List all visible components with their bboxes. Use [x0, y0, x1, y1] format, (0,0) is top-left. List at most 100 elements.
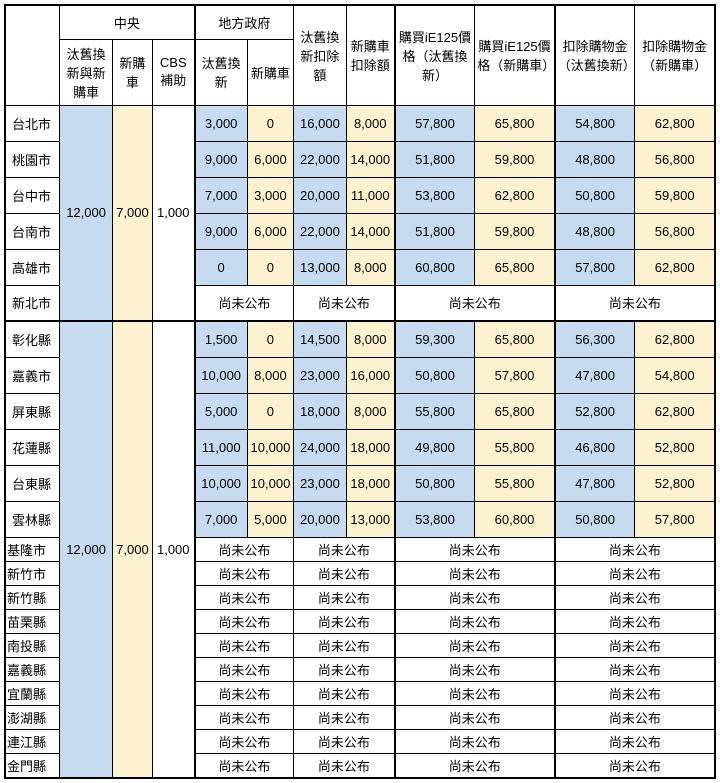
- table-cell: 8,000: [346, 393, 394, 429]
- table-cell: 55,800: [475, 429, 555, 465]
- table-cell: 尚未公布: [195, 681, 294, 705]
- table-cell: 52,800: [635, 429, 715, 465]
- table-cell: 尚未公布: [395, 657, 555, 681]
- table-cell: 尚未公布: [395, 285, 555, 321]
- table-cell: 50,800: [395, 357, 475, 393]
- table-cell: 3,000: [195, 105, 248, 141]
- table-cell: 尚未公布: [555, 657, 715, 681]
- table-cell: 46,800: [555, 429, 635, 465]
- table-cell: 6,000: [247, 213, 293, 249]
- table-cell: 10,000: [195, 357, 248, 393]
- table-cell: 48,800: [555, 141, 635, 177]
- table-cell: 65,800: [475, 105, 555, 141]
- table-cell: 51,800: [395, 213, 475, 249]
- table-cell: 尚未公布: [294, 657, 395, 681]
- table-cell: 新竹市: [5, 561, 60, 585]
- table-cell: 0: [247, 321, 293, 357]
- table-cell: 18,000: [294, 393, 347, 429]
- table-cell: 10,000: [247, 465, 293, 501]
- table-cell: 60,800: [395, 249, 475, 285]
- table-cell: 9,000: [195, 141, 248, 177]
- table-cell: 尚未公布: [294, 681, 395, 705]
- table-cell: 尚未公布: [555, 729, 715, 753]
- table-cell: 尚未公布: [195, 657, 294, 681]
- header-local: 地方政府: [195, 5, 294, 39]
- table-cell: 尚未公布: [395, 633, 555, 657]
- table-cell: 7,000: [112, 105, 152, 321]
- table-cell: 8,000: [346, 249, 394, 285]
- table-cell: 54,800: [635, 357, 715, 393]
- table-cell: 14,000: [346, 141, 394, 177]
- table-cell: 基隆市: [5, 537, 60, 561]
- header-price-old: 購買iE125價格（汰舊換新）: [395, 5, 475, 105]
- table-cell: 尚未公布: [195, 537, 294, 561]
- table-cell: 9,000: [195, 213, 248, 249]
- table-cell: 3,000: [247, 177, 293, 213]
- header-sub-local-b: 新購車: [247, 39, 293, 105]
- table-cell: 7,000: [195, 177, 248, 213]
- table-cell: 雲林縣: [5, 501, 60, 537]
- header-price-new: 購買iE125價格（新購車）: [475, 5, 555, 105]
- table-cell: 10,000: [247, 429, 293, 465]
- table-cell: 47,800: [555, 357, 635, 393]
- table-cell: 20,000: [294, 501, 347, 537]
- table-cell: 高雄市: [5, 249, 60, 285]
- table-cell: 20,000: [294, 177, 347, 213]
- table-cell: 10,000: [195, 465, 248, 501]
- table-cell: 18,000: [346, 429, 394, 465]
- table-cell: 65,800: [475, 321, 555, 357]
- table-cell: 尚未公布: [195, 585, 294, 609]
- table-cell: 22,000: [294, 213, 347, 249]
- header-sub-central-a: 汰舊換新與新購車: [60, 39, 113, 105]
- table-cell: 53,800: [395, 501, 475, 537]
- table-cell: 51,800: [395, 141, 475, 177]
- table-cell: 0: [247, 105, 293, 141]
- header-central: 中央: [60, 5, 195, 39]
- table-cell: 24,000: [294, 429, 347, 465]
- table-cell: 尚未公布: [195, 609, 294, 633]
- table-cell: 57,800: [555, 249, 635, 285]
- table-cell: 尚未公布: [395, 681, 555, 705]
- table-cell: 尚未公布: [294, 285, 395, 321]
- table-cell: 56,800: [635, 213, 715, 249]
- table-cell: 新竹縣: [5, 585, 60, 609]
- subsidy-table: 中央 地方政府 汰舊換新扣除額 新購車扣除額 購買iE125價格（汰舊換新） 購…: [4, 4, 716, 779]
- table-cell: 苗栗縣: [5, 609, 60, 633]
- table-cell: 尚未公布: [555, 561, 715, 585]
- table-cell: 尚未公布: [555, 705, 715, 729]
- table-cell: 尚未公布: [294, 705, 395, 729]
- table-cell: 彰化縣: [5, 321, 60, 357]
- table-cell: 62,800: [635, 249, 715, 285]
- table-cell: 50,800: [555, 501, 635, 537]
- table-cell: 0: [247, 249, 293, 285]
- table-cell: 尚未公布: [195, 561, 294, 585]
- table-cell: 49,800: [395, 429, 475, 465]
- table-cell: 尚未公布: [395, 561, 555, 585]
- table-cell: 尚未公布: [555, 681, 715, 705]
- table-cell: 尚未公布: [395, 585, 555, 609]
- table-cell: 花蓮縣: [5, 429, 60, 465]
- table-cell: 桃園市: [5, 141, 60, 177]
- table-cell: 13,000: [294, 249, 347, 285]
- table-cell: 尚未公布: [555, 633, 715, 657]
- table-cell: 嘉義縣: [5, 657, 60, 681]
- table-cell: 尚未公布: [195, 705, 294, 729]
- table-cell: 尚未公布: [395, 753, 555, 778]
- table-cell: 6,000: [247, 141, 293, 177]
- header-sub-central-b: 新購車: [112, 39, 152, 105]
- table-cell: 尚未公布: [195, 753, 294, 778]
- table-cell: 57,800: [395, 105, 475, 141]
- table-cell: 55,800: [395, 393, 475, 429]
- table-cell: 南投縣: [5, 633, 60, 657]
- table-cell: 5,000: [247, 501, 293, 537]
- table-cell: 台東縣: [5, 465, 60, 501]
- table-cell: 0: [247, 393, 293, 429]
- table-cell: 57,800: [635, 501, 715, 537]
- table-cell: 47,800: [555, 465, 635, 501]
- table-cell: 54,800: [555, 105, 635, 141]
- header-sub-local-a: 汰舊換新: [195, 39, 248, 105]
- table-cell: 62,800: [635, 105, 715, 141]
- table-cell: 62,800: [635, 393, 715, 429]
- table-cell: 尚未公布: [294, 561, 395, 585]
- table-row: 彰化縣12,0007,0001,0001,500014,5008,00059,3…: [5, 321, 715, 357]
